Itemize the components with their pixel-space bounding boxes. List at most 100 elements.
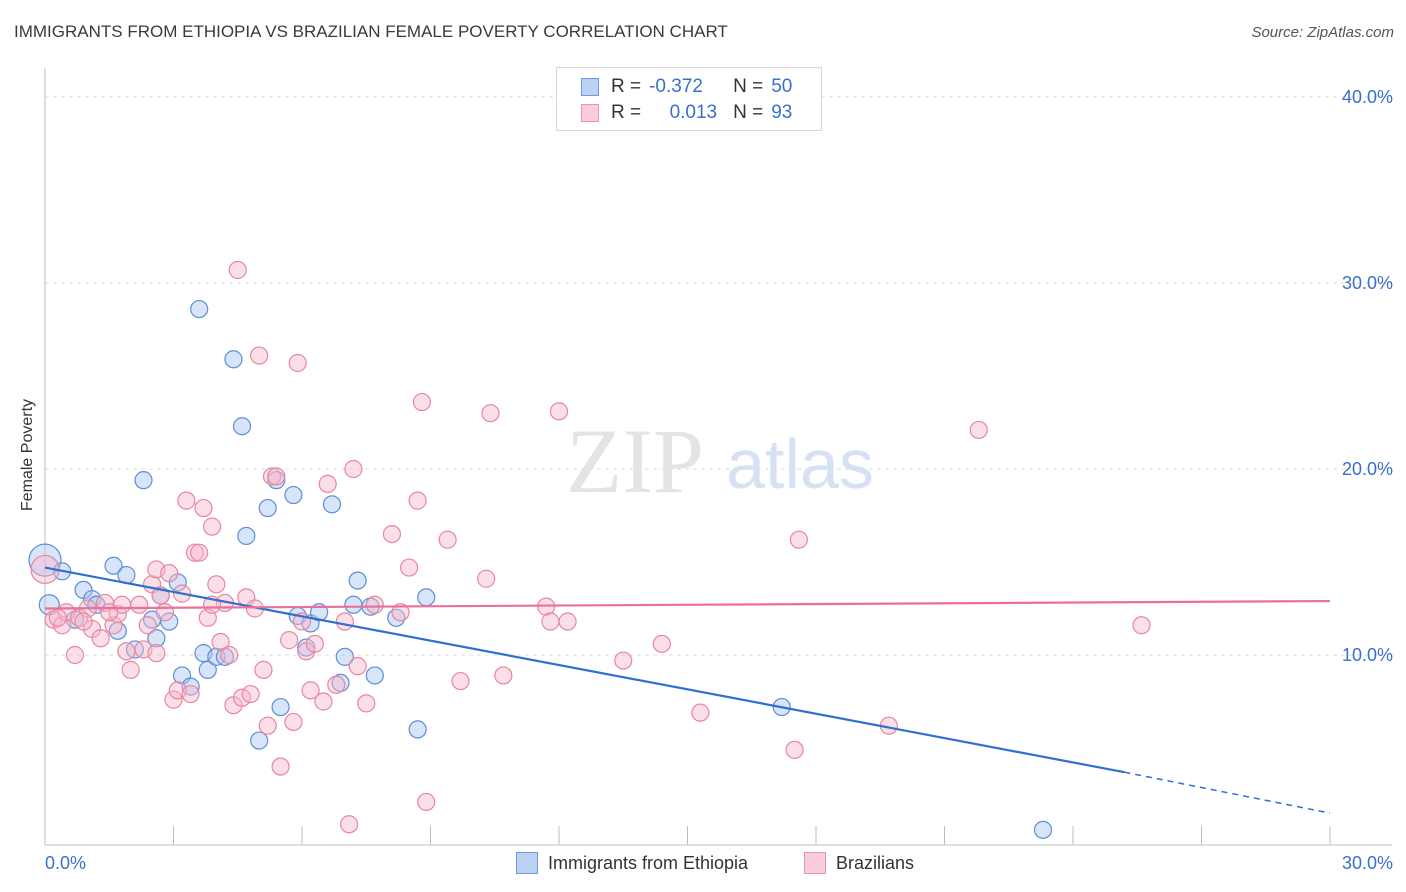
point-ethiopia [348,571,367,590]
point-brazilians [160,564,179,583]
y-tick-label: 40.0% [1342,87,1393,107]
point-brazilians [969,420,988,440]
point-brazilians [477,569,496,588]
n-value-brazilians: 93 [771,102,793,123]
point-ethiopia [160,612,179,631]
point-brazilians [185,543,205,562]
legend-label-brazilians: Brazilians [836,852,915,873]
y-tick-label: 20.0% [1342,459,1393,479]
point-brazilians [147,644,166,663]
point-brazilians [74,612,93,631]
point-brazilians [202,517,222,536]
point-brazilians [344,459,363,479]
stats-swatch-ethiopia [581,78,599,96]
point-brazilians [262,467,282,486]
watermark-zip: ZIP [566,410,704,512]
r-label: R = [611,102,642,123]
source-label: Source: ZipAtlas.com [1251,24,1394,41]
point-brazilians [558,612,577,631]
point-brazilians [494,666,513,685]
point-brazilians [417,792,436,812]
point-brazilians [211,632,230,652]
trendline-brazilians [44,599,1331,610]
point-ethiopia [104,556,123,575]
y-tick-label: 30.0% [1342,273,1393,293]
point-brazilians [652,634,671,653]
point-brazilians [541,612,560,631]
point-brazilians [267,467,286,486]
point-ethiopia [408,720,427,739]
point-brazilians [391,603,410,622]
n-value-ethiopia: 50 [771,76,793,97]
trendline-ethiopia-extension [1124,771,1331,814]
point-brazilians [327,675,346,694]
point-brazilians [164,690,183,709]
point-brazilians [305,634,324,653]
point-ethiopia [232,417,252,436]
point-brazilians [288,353,307,373]
legend-item-ethiopia[interactable]: Immigrants from Ethiopia [516,852,748,874]
r-value-brazilians: 0.013 [669,102,718,123]
point-brazilians [335,612,354,631]
point-brazilians [254,660,273,679]
point-ethiopia [258,498,277,518]
point-brazilians [250,346,269,365]
point-ethiopia [250,731,269,750]
y-tick-label: 10.0% [1342,645,1393,665]
point-ethiopia [344,595,363,614]
legend-swatch-brazilians [804,852,826,874]
point-brazilians [549,402,569,421]
point-brazilians [138,616,157,635]
point-brazilians [190,543,209,562]
point-ethiopia [198,660,217,679]
point-brazilians [177,491,196,510]
point-brazilians [412,392,432,412]
watermark: ZIP atlas [566,410,874,512]
point-brazilians [280,631,299,650]
n-label: N = [733,102,764,123]
point-brazilians [314,692,333,711]
chart-title: IMMIGRANTS FROM ETHIOPIA VS BRAZILIAN FE… [14,22,728,41]
point-brazilians [100,603,119,622]
legend-swatch-ethiopia [516,852,538,874]
point-brazilians [220,645,239,665]
point-brazilians [481,404,500,423]
point-ethiopia [134,471,153,490]
point-brazilians [301,681,320,700]
point-brazilians [614,651,633,670]
point-brazilians [130,595,149,614]
x-tick-label: 30.0% [1342,853,1393,873]
point-ethiopia [417,588,436,607]
legend-item-brazilians[interactable]: Brazilians [804,852,914,874]
point-ethiopia [322,495,342,514]
legend-label-ethiopia: Immigrants from Ethiopia [548,852,749,873]
trendline-ethiopia [44,566,1125,774]
axes [44,68,1392,846]
point-ethiopia [237,526,256,546]
gridlines [45,96,1392,656]
n-label: N = [733,76,764,97]
point-brazilians [65,645,85,665]
point-brazilians [451,671,470,691]
point-brazilians [318,474,337,493]
point-brazilians [789,530,808,549]
stats-box: R = -0.372 N = 50 R = 0.013 N = 93 [556,67,822,131]
point-brazilians [399,558,419,577]
stats-row-ethiopia: R = -0.372 N = 50 [581,74,792,100]
point-brazilians [1132,616,1151,635]
point-brazilians [155,603,175,622]
x-tick-label: 0.0% [45,853,86,873]
point-ethiopia [190,299,209,319]
point-brazilians [408,491,427,510]
point-brazilians [357,694,376,713]
point-brazilians [181,684,200,704]
point-ethiopia [271,697,290,717]
point-ethiopia [365,666,384,685]
point-brazilians [194,498,213,518]
point-brazilians [691,703,710,722]
point-brazilians [91,629,110,648]
stats-swatch-brazilians [581,104,599,122]
stats-row-brazilians: R = 0.013 N = 93 [581,100,792,126]
point-ethiopia [284,485,303,505]
